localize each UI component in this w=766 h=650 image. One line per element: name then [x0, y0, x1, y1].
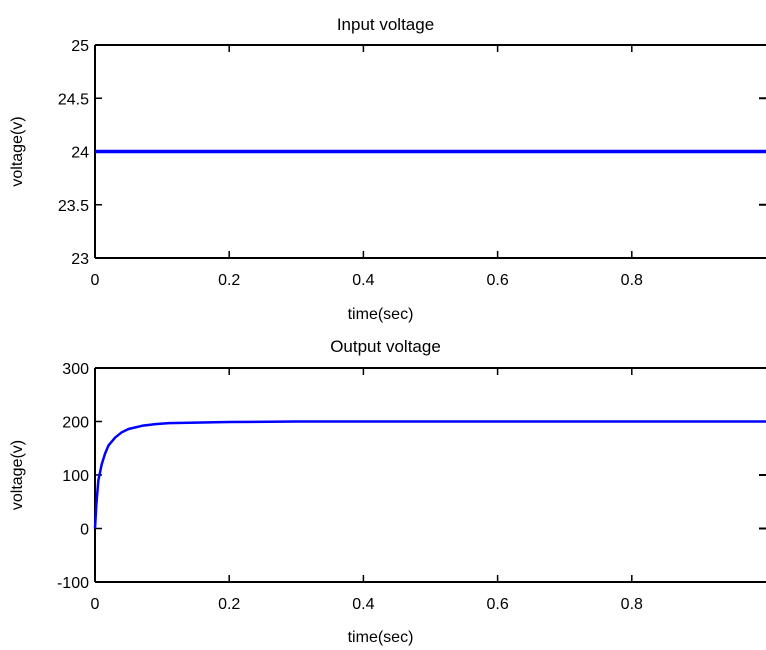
input-y-tick-label: 23 [71, 251, 89, 268]
output-x-tick-label: 0.2 [218, 596, 240, 613]
input-x-tick-label: 0 [91, 272, 100, 289]
output-y-axis-label: voltage(v) [9, 440, 26, 510]
output-x-tick-label: 0.6 [486, 596, 508, 613]
input-y-axis-label: voltage(v) [9, 116, 26, 186]
output-x-tick-label: 0.8 [621, 596, 643, 613]
input-x-tick-label: 0.8 [621, 272, 643, 289]
output-y-tick-label: 200 [62, 415, 89, 432]
input-x-tick-label: 0.2 [218, 272, 240, 289]
output-x-tick-label: 0.4 [352, 596, 374, 613]
output-voltage-series-line [93, 420, 766, 529]
output-chart-title: Output voltage [330, 337, 441, 356]
output-x-axis-label: time(sec) [348, 629, 414, 646]
input-x-tick-label: 0.4 [352, 272, 374, 289]
input-y-tick-label: 25 [71, 38, 89, 55]
input-y-tick-label: 24 [71, 145, 89, 162]
output-x-tick-label: 0 [91, 596, 100, 613]
output-y-tick-label: 0 [80, 522, 89, 539]
output-y-tick-label: 100 [62, 468, 89, 485]
input-chart-title: Input voltage [337, 15, 434, 34]
output-y-tick-label: 300 [62, 361, 89, 378]
input-y-tick-label: 23.5 [58, 198, 89, 215]
input-y-tick-label: 24.5 [58, 91, 89, 108]
input-x-axis-label: time(sec) [348, 306, 414, 323]
input-x-tick-label: 0.6 [486, 272, 508, 289]
input-voltage-panel: Input voltage 0 0.2 0.4 0.6 0.8 23 23.5 24 24.5 25… [9, 15, 766, 323]
output-y-tick-label: -100 [57, 575, 89, 592]
